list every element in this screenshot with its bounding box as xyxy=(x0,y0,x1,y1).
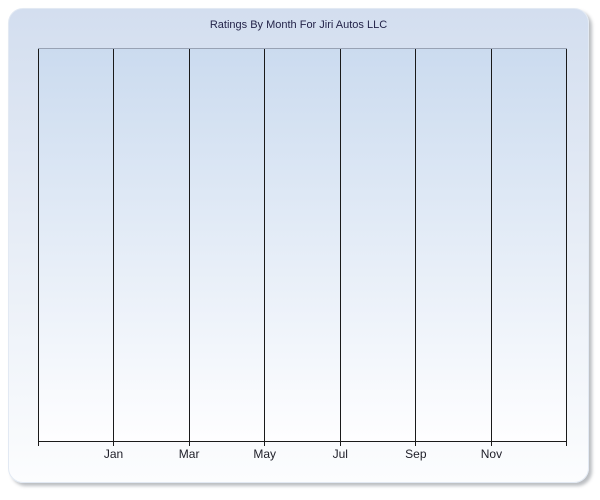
x-gridline xyxy=(38,49,39,441)
x-axis-tick xyxy=(339,442,341,446)
chart-title: Ratings By Month For Jiri Autos LLC xyxy=(209,19,388,31)
plot-area xyxy=(38,48,567,442)
x-axis-tick xyxy=(113,442,115,446)
x-gridline xyxy=(566,49,567,441)
chart-panel: Ratings By Month For Jiri Autos LLC Jan M… xyxy=(8,8,589,483)
x-axis-tick xyxy=(415,442,417,446)
x-gridline xyxy=(113,49,115,441)
x-gridline xyxy=(339,49,341,441)
x-gridline xyxy=(188,49,190,441)
x-axis-tick-row xyxy=(38,442,567,446)
x-axis-label: May xyxy=(253,447,277,461)
x-axis-label: Jan xyxy=(103,447,124,461)
x-axis-labels: Jan Mar May Jul Sep Nov xyxy=(38,447,567,461)
x-axis-label: Nov xyxy=(480,447,503,461)
x-axis-tick xyxy=(188,442,190,446)
x-axis-tick xyxy=(38,442,39,446)
x-axis-tick xyxy=(566,442,567,446)
x-gridline xyxy=(264,49,266,441)
x-axis-tick xyxy=(490,442,492,446)
x-axis-label: Mar xyxy=(178,447,200,461)
x-axis-label: Sep xyxy=(405,447,427,461)
x-axis-tick xyxy=(264,442,266,446)
x-gridline xyxy=(415,49,417,441)
x-axis-label: Jul xyxy=(332,447,348,461)
x-gridline xyxy=(490,49,492,441)
